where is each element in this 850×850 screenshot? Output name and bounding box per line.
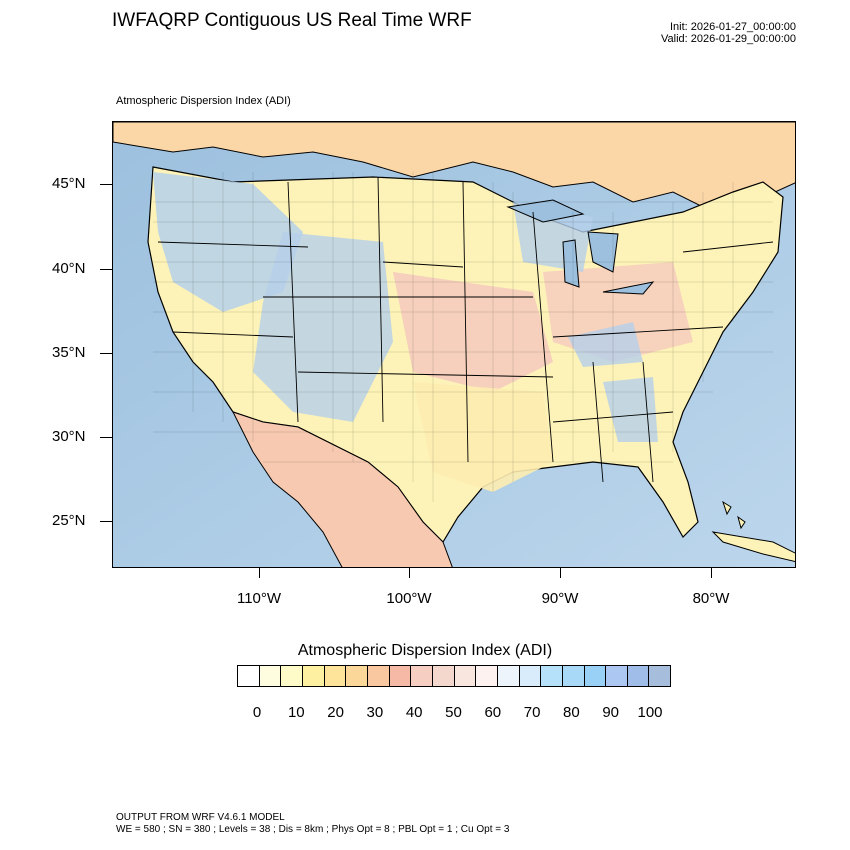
colorbar-swatch xyxy=(497,666,520,686)
init-time: Init: 2026-01-27_00:00:00 xyxy=(670,21,796,33)
colorbar-swatch xyxy=(649,666,671,686)
lake-michigan xyxy=(562,239,580,288)
map-panel xyxy=(112,121,796,568)
field-subtitle: Atmospheric Dispersion Index (ADI) xyxy=(116,95,291,107)
colorbar-label: 0 xyxy=(252,704,262,721)
county-grid xyxy=(153,172,773,502)
colorbar-swatch xyxy=(476,666,498,686)
colorbar-swatch xyxy=(324,666,347,686)
lon-tick xyxy=(711,568,712,578)
lon-tick xyxy=(560,568,561,578)
lon-tick xyxy=(409,568,410,578)
lat-tick xyxy=(100,269,112,270)
lon-tick xyxy=(259,568,260,578)
lat-tick xyxy=(100,437,112,438)
colorbar-label: 80 xyxy=(563,704,580,721)
lon-label-90: 90°W xyxy=(541,590,579,607)
colorbar-swatch xyxy=(302,666,325,686)
model-settings: WE = 580 ; SN = 380 ; Levels = 38 ; Dis … xyxy=(116,824,510,835)
colorbar-swatch xyxy=(281,666,303,686)
lat-label-45: 45°N xyxy=(52,175,86,192)
mexico-land xyxy=(232,411,453,567)
lake-superior xyxy=(506,199,585,223)
map-graphic xyxy=(113,122,795,567)
southeast-blue-patch xyxy=(603,377,658,442)
lake-huron xyxy=(587,231,619,273)
colorbar-label: 60 xyxy=(484,704,502,721)
colorbar xyxy=(237,665,671,687)
colorbar-swatch xyxy=(584,666,607,686)
forecast-times: Init: 2026-01-27_00:00:00 Valid: 2026-01… xyxy=(661,21,796,45)
colorbar-swatch xyxy=(389,666,412,686)
colorbar-label: 50 xyxy=(445,704,462,721)
colorbar-label: 10 xyxy=(287,704,305,721)
lon-label-110: 110°W xyxy=(236,590,282,607)
rockies-blue-patch xyxy=(253,232,393,422)
lon-label-80: 80°W xyxy=(692,590,730,607)
lat-tick xyxy=(100,184,112,185)
bahamas-islands xyxy=(722,500,746,530)
colorbar-swatch xyxy=(346,666,368,686)
colorbar-swatch xyxy=(519,666,542,686)
plains-pink-patch xyxy=(393,272,553,392)
northwest-blue-patch xyxy=(153,172,303,312)
valid-time: Valid: 2026-01-29_00:00:00 xyxy=(661,33,796,45)
colorbar-label: 30 xyxy=(366,704,384,721)
colorbar-swatch xyxy=(238,666,260,686)
colorbar-swatch xyxy=(562,666,585,686)
colorbar-swatch xyxy=(606,666,628,686)
state-boundaries xyxy=(157,176,774,483)
colorbar-label: 40 xyxy=(405,704,423,721)
lake-erie xyxy=(602,281,655,295)
map-title: IWFAQRP Contiguous US Real Time WRF xyxy=(112,10,472,31)
colorbar-swatch xyxy=(454,666,477,686)
colorbar-title: Atmospheric Dispersion Index (ADI) xyxy=(297,642,553,659)
colorbar-label: 90 xyxy=(602,704,620,721)
colorbar-swatch xyxy=(367,666,390,686)
colorbar-label: 20 xyxy=(327,704,344,721)
lat-label-40: 40°N xyxy=(52,260,86,277)
colorbar-label: 100 xyxy=(637,704,663,721)
texas-yellow-patch xyxy=(413,382,553,492)
lat-label-30: 30°N xyxy=(52,428,86,445)
model-info: OUTPUT FROM WRF V4.6.1 MODEL xyxy=(116,812,285,823)
colorbar-swatch xyxy=(411,666,433,686)
lat-label-35: 35°N xyxy=(52,344,86,361)
colorbar-swatch xyxy=(432,666,455,686)
lat-label-25: 25°N xyxy=(52,512,86,529)
colorbar-swatch xyxy=(541,666,563,686)
cuba-island xyxy=(711,531,795,563)
colorbar-swatch xyxy=(627,666,650,686)
lat-tick xyxy=(100,521,112,522)
lat-tick xyxy=(100,353,112,354)
colorbar-label: 70 xyxy=(523,704,541,721)
lon-label-100: 100°W xyxy=(386,590,432,607)
colorbar-swatch xyxy=(259,666,282,686)
